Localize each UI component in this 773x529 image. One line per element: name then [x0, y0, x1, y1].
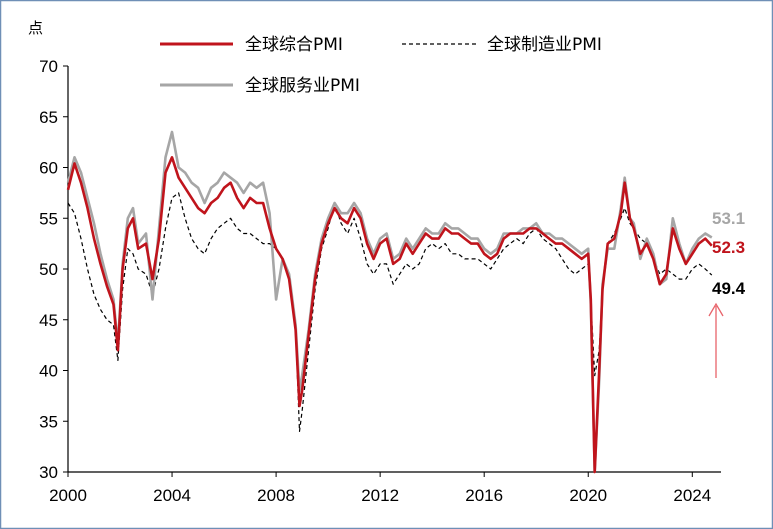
y-tick-label: 40: [39, 362, 58, 381]
end-label-services: 53.1: [712, 209, 745, 228]
x-axis-ticks: 2000 2004 2008 2012 2016 2020 2024: [49, 472, 711, 505]
x-tick-label: 2000: [49, 486, 87, 505]
x-tick-label: 2008: [257, 486, 295, 505]
legend: 全球综合PMI 全球制造业PMI 全球服务业PMI: [160, 35, 602, 96]
x-tick-label: 2016: [465, 486, 503, 505]
up-arrow-head: [708, 302, 724, 317]
x-tick-label: 2004: [153, 486, 191, 505]
x-tick-label: 2020: [569, 486, 607, 505]
y-tick-label: 45: [39, 311, 58, 330]
y-tick-label: 55: [39, 209, 58, 228]
y-tick-label: 30: [39, 463, 58, 482]
y-tick-label: 65: [39, 108, 58, 127]
x-tick-label: 2024: [673, 486, 711, 505]
legend-label-composite: 全球综合PMI: [245, 35, 343, 55]
end-label-manufacturing: 49.4: [712, 279, 746, 298]
y-tick-label: 50: [39, 260, 58, 279]
up-arrow-annotation: [708, 302, 724, 378]
x-tick-label: 2012: [361, 486, 399, 505]
series-line-composite: [66, 156, 713, 474]
series-line-manufacturing: [67, 192, 713, 432]
end-label-composite: 52.3: [712, 238, 745, 257]
y-tick-label: 35: [39, 412, 58, 431]
series-layer: [66, 130, 713, 474]
legend-label-services: 全球服务业PMI: [245, 76, 360, 96]
y-axis-ticks: 30 35 40 45 50 55 60 65 70: [39, 57, 68, 482]
y-axis-unit-label: 点: [28, 19, 43, 37]
y-tick-label: 60: [39, 159, 58, 178]
y-tick-label: 70: [39, 57, 58, 76]
legend-label-manufacturing: 全球制造业PMI: [487, 35, 602, 55]
